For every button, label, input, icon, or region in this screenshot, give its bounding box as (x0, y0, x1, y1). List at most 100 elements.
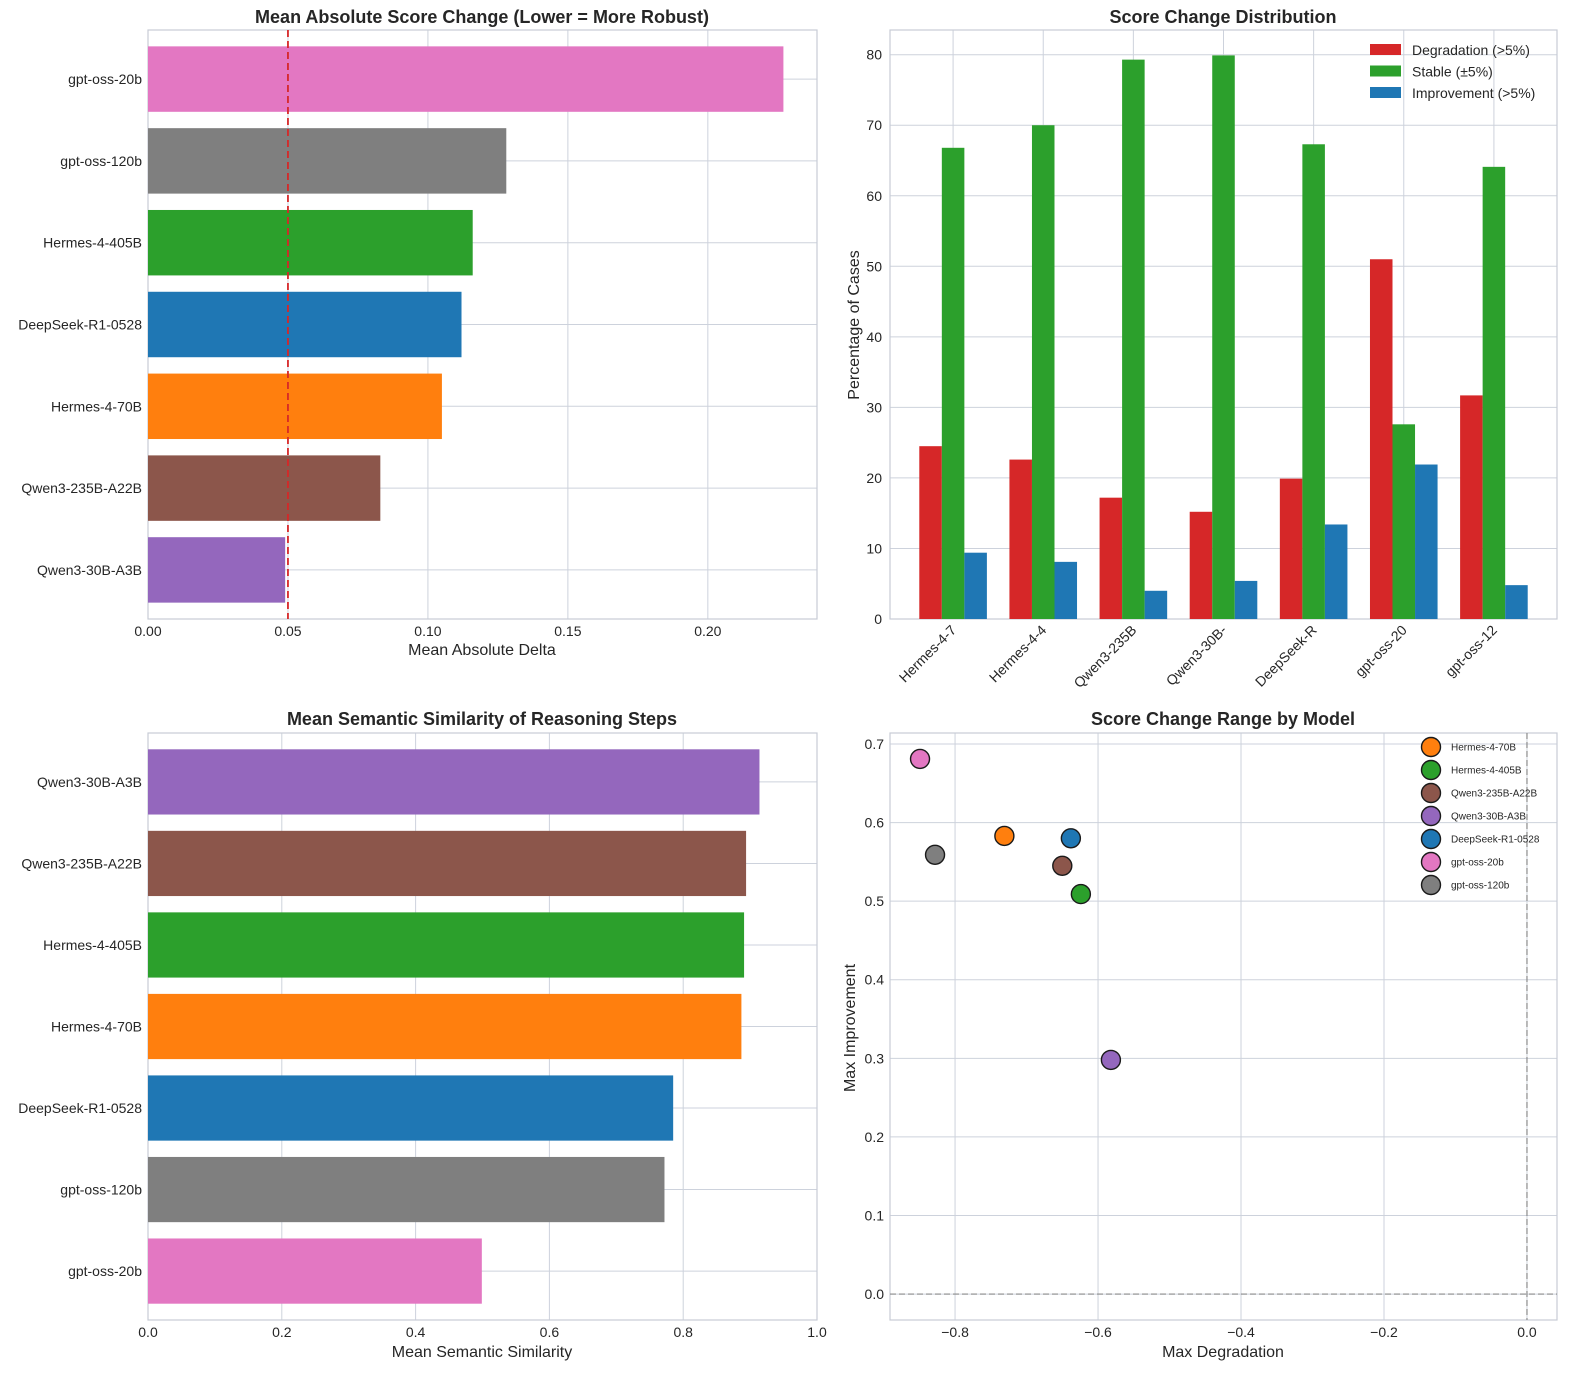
x-tick-label: Hermes-4-7 (896, 622, 960, 686)
x-tick-label: −0.8 (941, 1324, 969, 1340)
bar-improvement (1415, 464, 1438, 619)
y-tick-label: 0.1 (865, 1207, 885, 1223)
y-tick-label: 70 (866, 117, 882, 133)
y-tick-label: Hermes-4-70B (51, 1019, 142, 1035)
y-tick-label: 0.2 (865, 1129, 885, 1145)
legend-marker (1420, 874, 1442, 896)
bar (148, 1238, 482, 1304)
x-tick-label: DeepSeek-R (1252, 622, 1320, 690)
y-tick-label: 30 (866, 399, 882, 415)
bar-stable (1482, 166, 1506, 619)
y-tick-label: DeepSeek-R1-0528 (18, 1100, 142, 1116)
x-tick-label: 1.0 (807, 1324, 827, 1340)
bar (148, 830, 747, 897)
y-tick-label: Qwen3-235B-A22B (21, 480, 142, 496)
legend-label: Hermes-4-405B (1451, 766, 1522, 777)
legend-marker (1420, 828, 1442, 850)
bar-degradation (1099, 497, 1123, 619)
legend-marker (1420, 805, 1442, 827)
bar (148, 993, 742, 1060)
bar (148, 1156, 665, 1223)
chart-title: Score Change Distribution (1109, 7, 1336, 27)
y-tick-label: 20 (866, 470, 882, 486)
bar (148, 749, 760, 815)
bar-degradation (1460, 395, 1483, 619)
y-tick-label: gpt-oss-20b (68, 1263, 142, 1279)
scatter-point (1052, 855, 1073, 877)
x-tick-label: 0.00 (134, 623, 161, 639)
y-tick-label: 80 (866, 47, 882, 63)
bar-improvement (1234, 580, 1258, 619)
x-tick-label: −0.6 (1084, 1324, 1112, 1340)
bar (148, 1075, 674, 1141)
x-axis-label: Max Degradation (1162, 1344, 1284, 1361)
bar-improvement (1144, 590, 1168, 619)
legend-label: Degradation (>5%) (1412, 42, 1530, 58)
y-tick-label: Qwen3-30B-A3B (37, 774, 142, 790)
y-tick-label: gpt-oss-120b (60, 1182, 142, 1198)
bar-stable (941, 147, 965, 620)
y-tick-label: 0.4 (865, 972, 885, 988)
x-axis-label: Mean Semantic Similarity (392, 1344, 573, 1361)
x-tick-label: 0.20 (694, 623, 721, 639)
bar (148, 128, 507, 194)
plot-frame (889, 732, 1558, 1321)
scatter-point (994, 825, 1015, 847)
x-tick-label: 0.05 (274, 623, 301, 639)
bar-stable (1122, 59, 1145, 620)
bar (148, 912, 745, 978)
x-tick-label: 0.0 (138, 1324, 158, 1340)
y-tick-label: Qwen3-235B-A22B (21, 855, 142, 871)
bar-stable (1302, 144, 1325, 619)
legend-marker (1420, 782, 1442, 804)
bar-stable (1212, 55, 1235, 619)
x-tick-label: 0.8 (673, 1324, 693, 1340)
y-tick-label: 10 (866, 540, 882, 556)
bar-degradation (1279, 478, 1303, 619)
x-tick-label: Hermes-4-4 (986, 622, 1050, 686)
x-tick-label: 0.10 (414, 623, 441, 639)
panel-mean-absolute-score-change: Mean Absolute Score Change (Lower = More… (18, 7, 818, 659)
legend-swatch-improvement (1370, 87, 1401, 98)
legend-label: Stable (±5%) (1412, 64, 1493, 80)
panel-score-change-distribution: Score Change Distribution Percentage of … (846, 7, 1558, 691)
legend-marker (1420, 851, 1442, 873)
scatter-point (924, 844, 946, 866)
y-tick-label: gpt-oss-120b (60, 153, 142, 169)
bar-degradation (1009, 459, 1032, 619)
y-tick-label: DeepSeek-R1-0528 (18, 317, 142, 333)
legend-label: Hermes-4-70B (1451, 743, 1516, 754)
scatter-point (1100, 1049, 1122, 1071)
chart-title: Mean Absolute Score Change (Lower = More… (255, 7, 709, 27)
scatter-point (1060, 828, 1082, 849)
y-tick-label: gpt-oss-20b (68, 71, 142, 87)
bar-improvement (964, 552, 987, 619)
y-tick-label: 0.5 (865, 893, 885, 909)
bar-degradation (1189, 511, 1213, 619)
x-tick-label: 0.2 (272, 1324, 292, 1340)
y-tick-label: Hermes-4-405B (43, 937, 142, 953)
bar (148, 455, 381, 521)
y-tick-label: 50 (866, 258, 882, 274)
legend-marker (1420, 759, 1442, 781)
y-tick-label: 0.6 (865, 815, 885, 831)
x-axis-label: Mean Absolute Delta (408, 642, 556, 659)
bar-degradation (919, 446, 942, 619)
y-tick-label: 0 (874, 611, 882, 627)
x-tick-label: 0.6 (540, 1324, 560, 1340)
x-tick-label: gpt-oss-12 (1442, 622, 1500, 680)
panel-score-change-range: Score Change Range by Model Max Degradat… (842, 709, 1558, 1361)
bar-improvement (1505, 585, 1528, 619)
bar-stable (1392, 424, 1416, 619)
legend-label: gpt-oss-120b (1451, 881, 1510, 892)
x-tick-label: 0.0 (1517, 1324, 1537, 1340)
bar (148, 537, 286, 603)
y-axis-label: Max Improvement (842, 963, 859, 1092)
chart-title: Mean Semantic Similarity of Reasoning St… (287, 709, 677, 729)
bar (148, 209, 473, 276)
y-axis-label: Percentage of Cases (846, 250, 863, 399)
y-tick-label: 0.0 (865, 1286, 885, 1302)
y-tick-label: 40 (866, 329, 882, 345)
y-tick-label: 0.3 (865, 1050, 885, 1066)
